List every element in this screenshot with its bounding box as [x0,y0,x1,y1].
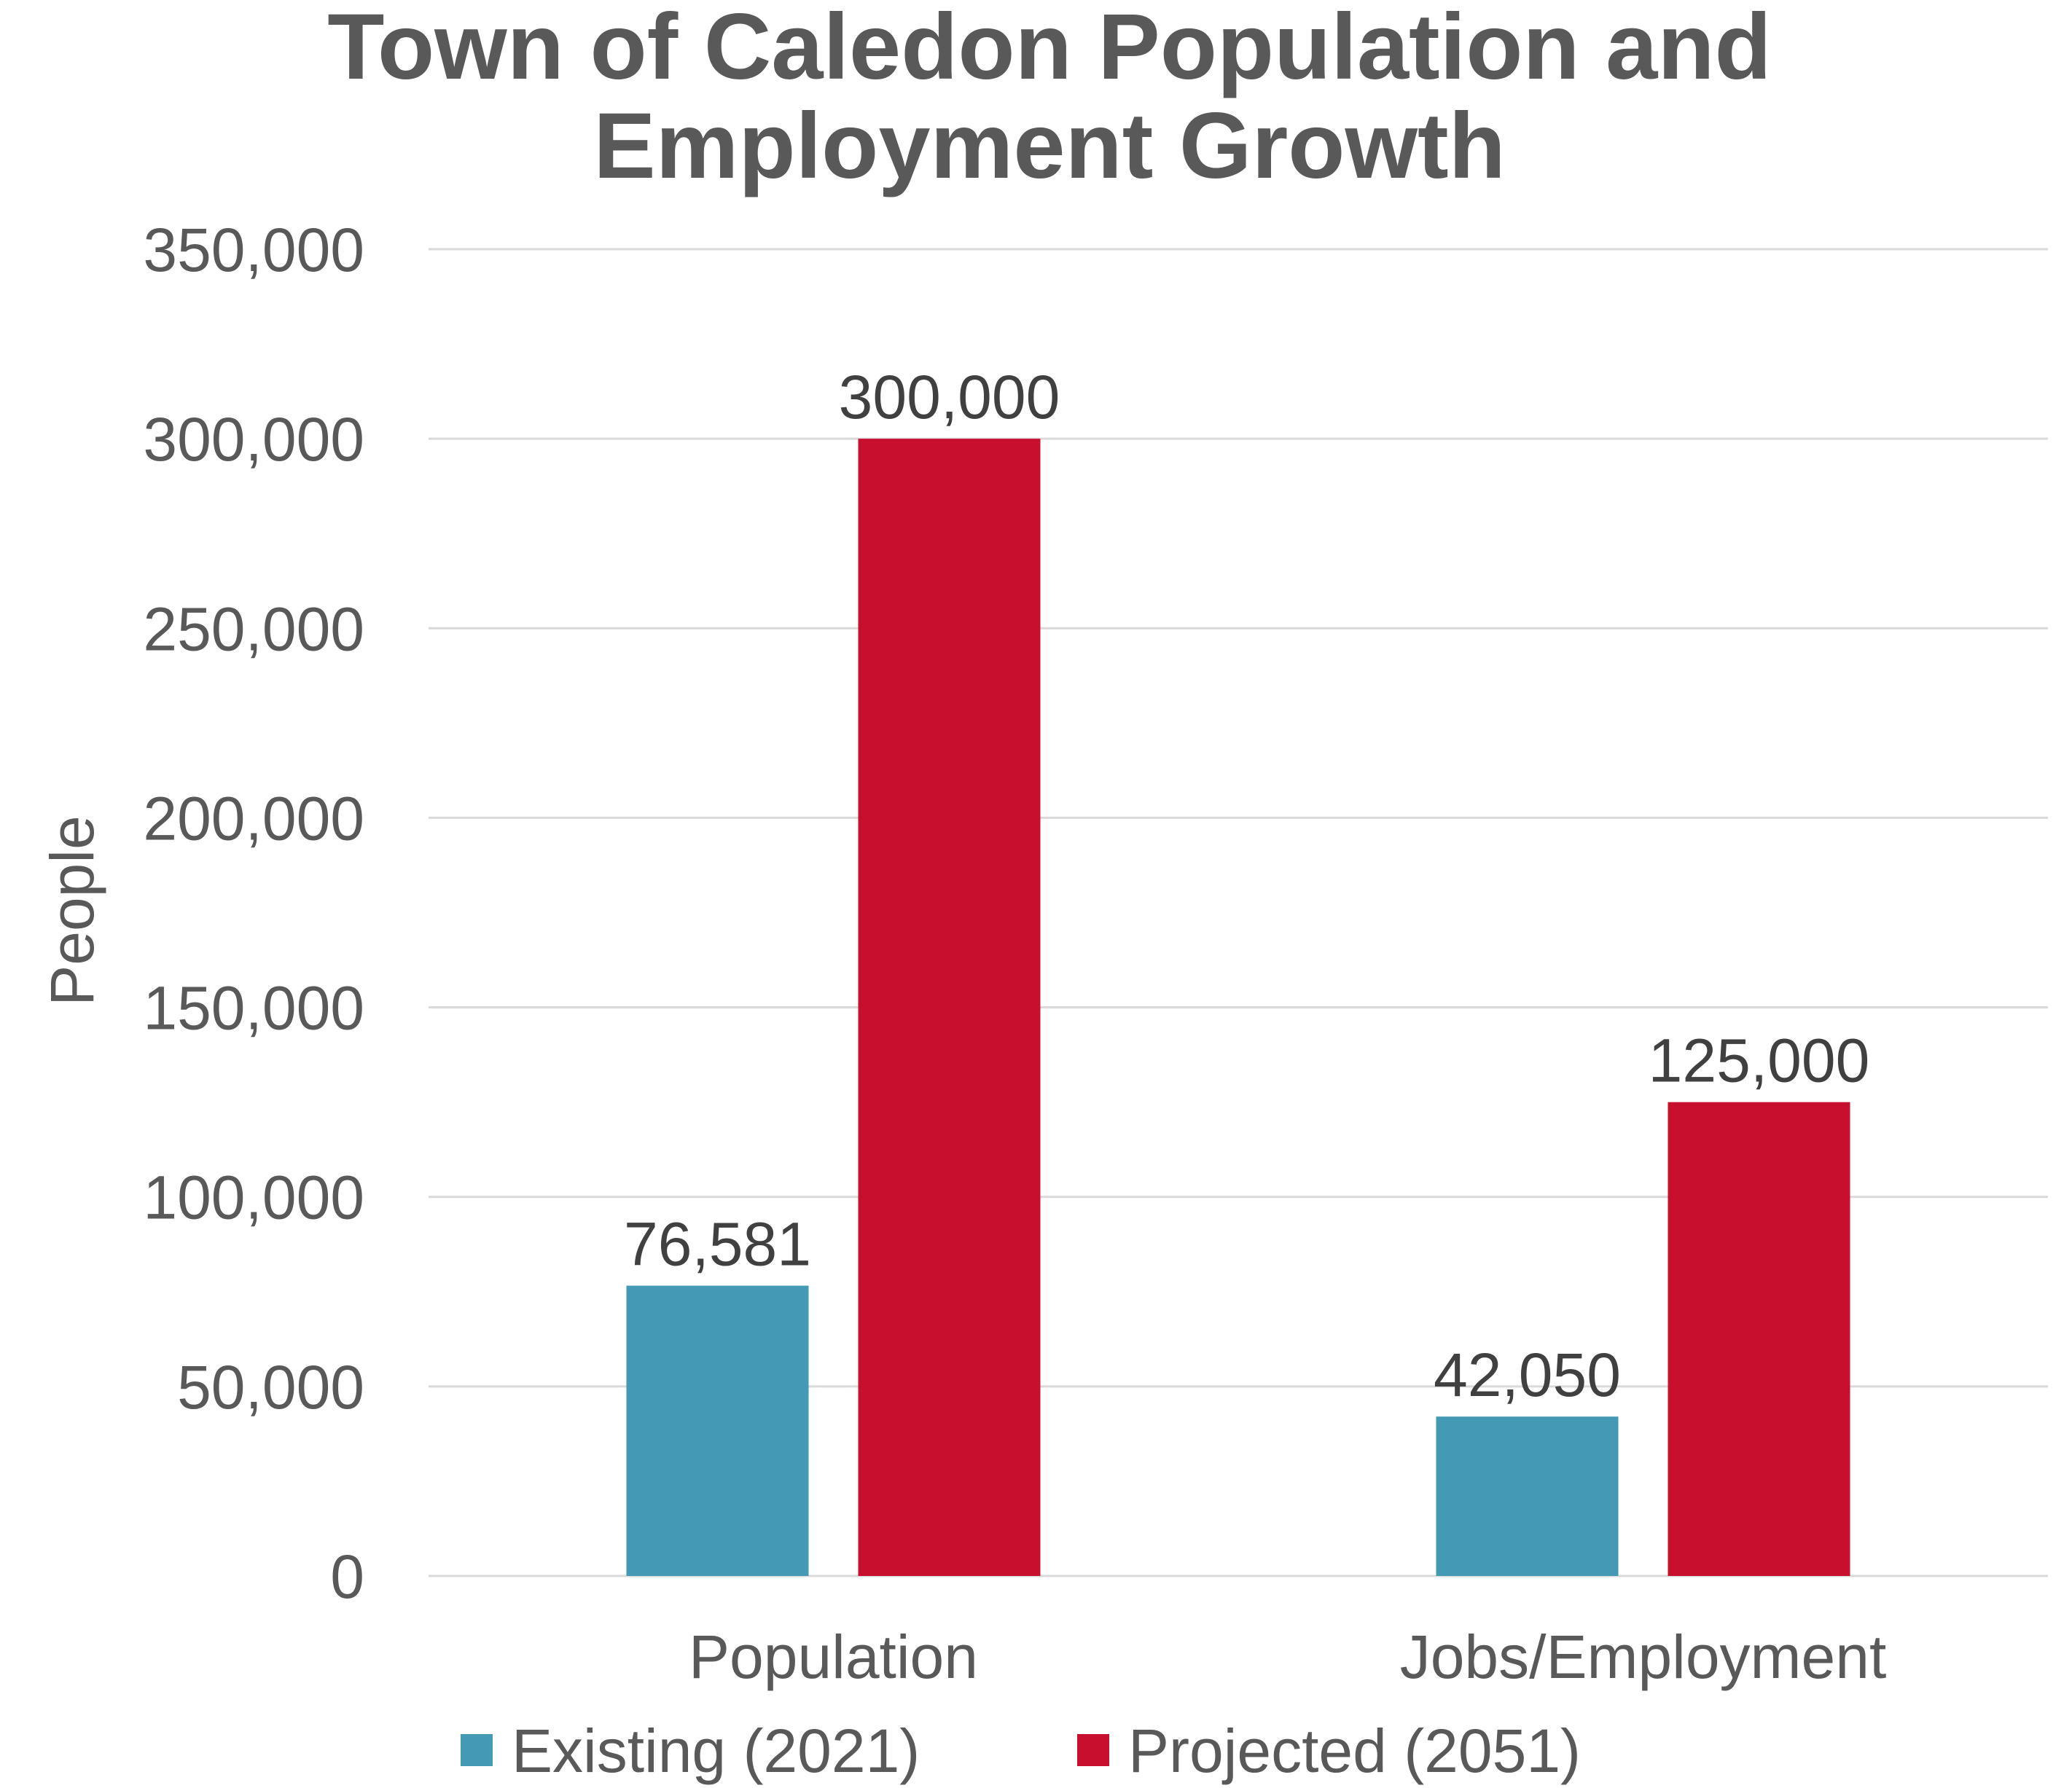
legend-swatch [461,1734,493,1766]
legend-item: Projected (2051) [1077,1717,1581,1785]
chart-title-line-1: Town of Caledon Population and [327,0,1771,99]
y-tick-label: 300,000 [143,405,364,474]
data-label: 76,581 [624,1210,811,1279]
y-tick-label: 200,000 [143,784,364,852]
data-label: 42,050 [1434,1341,1621,1409]
y-axis-ticks: 0 50,000 100,000 150,000 200,000 250,000 300,0… [143,216,364,1611]
legend-item: Existing (2021) [461,1717,920,1785]
x-category-label: Jobs/Employment [1400,1623,1887,1691]
y-tick-label: 100,000 [143,1164,364,1232]
bar [858,439,1041,1577]
chart-title-line-2: Employment Growth [593,94,1506,198]
bars [626,439,1850,1577]
y-tick-label: 250,000 [143,595,364,663]
legend: Existing (2021) Projected (2051) [461,1717,1581,1785]
y-tick-label: 150,000 [143,974,364,1043]
y-tick-label: 350,000 [143,216,364,284]
legend-label: Existing (2021) [512,1717,920,1785]
data-label: 300,000 [839,363,1060,431]
data-label: 125,000 [1649,1027,1870,1095]
y-tick-label: 0 [330,1542,364,1611]
x-category-label: Population [689,1623,978,1691]
bar [626,1285,809,1576]
x-axis-categories: Population Jobs/Employment [689,1623,1886,1691]
bar [1668,1102,1850,1576]
data-labels: 76,581 300,000 42,050 125,000 [624,363,1869,1409]
bar [1436,1416,1619,1576]
y-tick-label: 50,000 [177,1353,364,1422]
y-axis-label: People [38,815,106,1006]
legend-swatch [1077,1734,1109,1766]
legend-label: Projected (2051) [1128,1717,1581,1785]
